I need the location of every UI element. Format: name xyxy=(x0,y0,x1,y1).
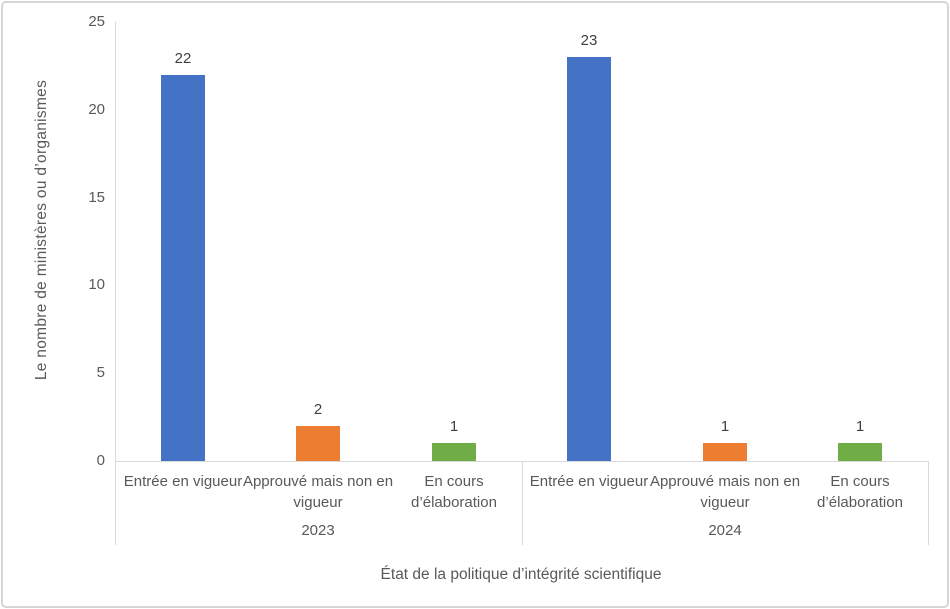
y-tick-label: 5 xyxy=(96,364,105,381)
group-label-2024: 2024 xyxy=(708,522,742,539)
category-label: Entrée en vigueur xyxy=(123,473,243,490)
category-label: En cours d’élaboration xyxy=(411,473,497,511)
category-separator xyxy=(928,461,929,545)
group-label-2023: 2023 xyxy=(301,522,335,539)
y-axis-line xyxy=(115,22,116,461)
y-tick-label: 20 xyxy=(88,101,105,118)
category-separator xyxy=(115,461,116,545)
bar-value-label: 1 xyxy=(855,418,865,435)
bar-2023-2 xyxy=(296,426,340,461)
category-label: Entrée en vigueur xyxy=(529,473,649,490)
bar-2024-2 xyxy=(703,443,747,461)
bar-value-label: 2 xyxy=(313,401,323,418)
category-label: En cours d’élaboration xyxy=(817,473,903,511)
y-tick-label: 10 xyxy=(88,276,105,293)
y-tick-label: 25 xyxy=(88,13,105,30)
category-label: Approuvé mais non en vigueur xyxy=(242,473,394,511)
bar-2023-3 xyxy=(432,443,476,461)
bar-2024-3 xyxy=(838,443,882,461)
bar-value-label: 23 xyxy=(580,32,598,49)
bar-value-label: 22 xyxy=(174,50,192,67)
category-separator xyxy=(522,461,523,545)
bar-2023-1 xyxy=(161,75,205,461)
x-axis-line xyxy=(115,461,928,462)
y-tick-label: 0 xyxy=(96,452,105,469)
x-axis-title: État de la politique d’intégrité scienti… xyxy=(380,566,662,583)
y-axis-title: Le nombre de ministères ou d’organismes xyxy=(33,79,50,381)
bar-2024-1 xyxy=(567,57,611,461)
bar-value-label: 1 xyxy=(449,418,459,435)
category-label: Approuvé mais non en vigueur xyxy=(649,473,801,511)
bar-value-label: 1 xyxy=(720,418,730,435)
y-tick-label: 15 xyxy=(88,189,105,206)
